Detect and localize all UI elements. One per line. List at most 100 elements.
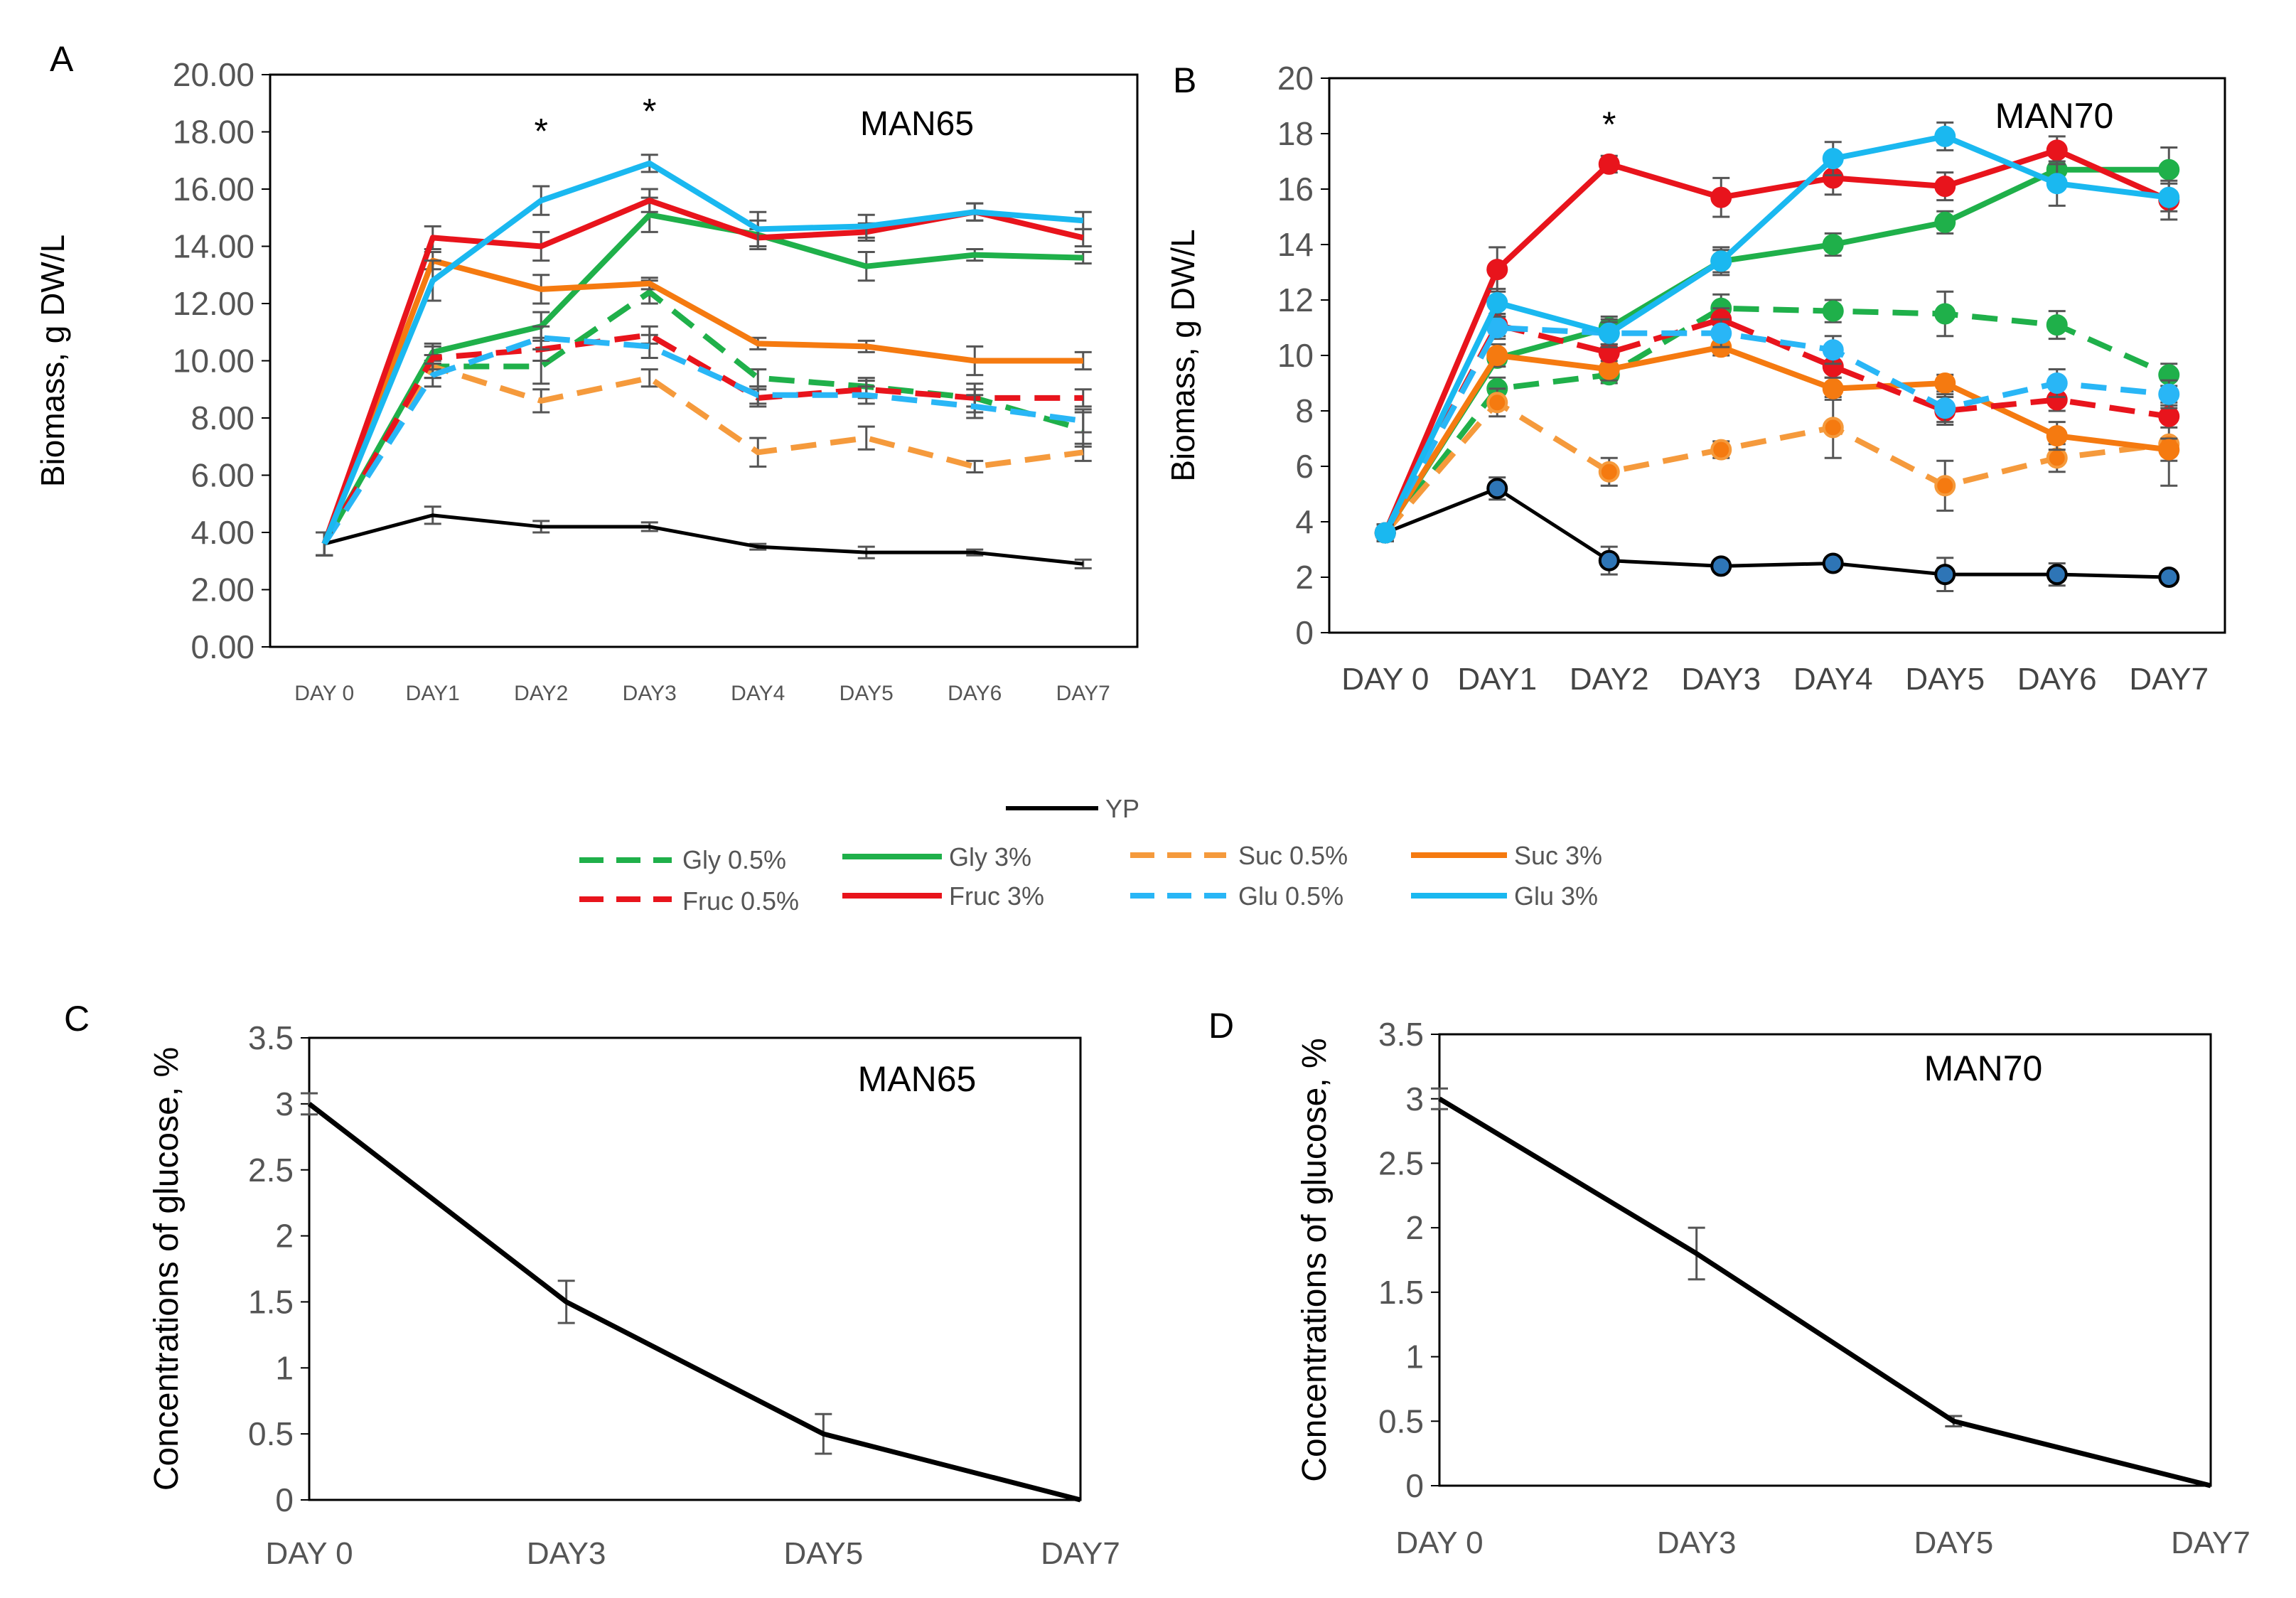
- series-line: [321, 257, 1083, 545]
- series-line: [323, 513, 1084, 566]
- x-tick-label: DAY3: [1657, 1525, 1737, 1560]
- x-tick-label: DAY1: [406, 682, 460, 705]
- series-glucose: [301, 1092, 1081, 1503]
- series-line: [321, 363, 1084, 546]
- y-tick-label: 8.00: [191, 400, 254, 436]
- x-tick-label: DAY 0: [1341, 662, 1429, 697]
- data-point: [1598, 461, 1620, 483]
- data-point: [1710, 439, 1732, 461]
- legend-label-glu-high: Glu 3%: [1514, 881, 1598, 911]
- chart-title: MAN65: [858, 1059, 977, 1099]
- y-tick-label: 1.5: [248, 1284, 294, 1321]
- y-tick-label: 0.5: [1378, 1403, 1424, 1439]
- y-tick-label: 2: [275, 1218, 294, 1255]
- legend-label-suc-high: Suc 3%: [1514, 841, 1602, 870]
- series-line: [321, 160, 1084, 545]
- x-tick-label: DAY 0: [294, 682, 354, 705]
- chart-title: MAN70: [1924, 1049, 2043, 1088]
- data-point: [2046, 173, 2068, 195]
- x-tick-label: DAY5: [1905, 662, 1985, 697]
- series-glu-3-: [316, 154, 1092, 557]
- data-point: [2046, 139, 2068, 161]
- panel-label-c: C: [64, 999, 90, 1039]
- data-point: [2158, 439, 2180, 461]
- x-tick-label: DAY5: [783, 1536, 863, 1571]
- y-axis-label: Concentrations of glucose, %: [148, 1047, 186, 1491]
- data-point: [1822, 339, 1844, 361]
- y-tick-label: 14.00: [173, 228, 254, 265]
- series-line: [1383, 344, 2169, 535]
- y-tick-label: 16: [1277, 171, 1314, 208]
- x-tick-label: DAY5: [839, 682, 894, 705]
- y-axis-label: Concentrations of glucose, %: [1296, 1038, 1334, 1481]
- series-line: [1383, 325, 2169, 535]
- data-point: [2046, 425, 2068, 447]
- panel-label-d: D: [1208, 1006, 1234, 1046]
- data-point: [2046, 564, 2068, 586]
- y-tick-label: 12: [1277, 281, 1314, 318]
- chart-a: 0.00 2.00 4.00 6.00 8.00 10.00 12.00 14.00 16.00…: [34, 56, 1139, 705]
- data-point: [1934, 372, 1956, 394]
- y-tick-label: 2.5: [1378, 1145, 1424, 1182]
- legend-label-suc-low: Suc 0.5%: [1238, 841, 1348, 870]
- y-tick-label: 0.00: [191, 628, 254, 665]
- legend-label-gly-high: Gly 3%: [949, 842, 1031, 872]
- legend-label-glu-low: Glu 0.5%: [1238, 881, 1343, 911]
- y-tick-label: 4: [1295, 503, 1314, 540]
- chart-c: 0 0.5 1 1.5 2 2.5 3 3.5 DAY 0 DAY3 DAY5 DAY7 Concent…: [148, 1019, 1120, 1571]
- data-point: [1486, 478, 1508, 500]
- data-point: [2046, 314, 2068, 336]
- chart-d: 0 0.5 1 1.5 2 2.5 3 3.5 DAY 0 DAY3 DAY5 DAY7 Concent…: [1296, 1016, 2251, 1560]
- x-tick-label: DAY6: [948, 682, 1002, 705]
- data-point: [1486, 392, 1508, 414]
- y-tick-label: 3.5: [1378, 1016, 1424, 1053]
- data-point: [1822, 300, 1844, 322]
- data-point: [1822, 552, 1844, 574]
- y-tick-label: 20.00: [173, 56, 254, 93]
- data-point: [1934, 564, 1956, 586]
- y-tick-label: 10.00: [173, 343, 254, 380]
- data-point: [2158, 567, 2180, 588]
- series-glu-3-: [1374, 121, 2180, 544]
- series-line: [1383, 133, 2169, 535]
- data-point: [2158, 159, 2180, 181]
- chart-title: MAN65: [860, 105, 974, 143]
- y-tick-label: 2.00: [191, 572, 254, 608]
- data-point: [1598, 549, 1620, 572]
- y-tick-label: 6: [1295, 448, 1314, 485]
- y-tick-label: 14: [1277, 226, 1314, 263]
- series-line: [321, 335, 1084, 546]
- data-point: [2158, 383, 2180, 405]
- data-point: [1934, 303, 1956, 325]
- y-tick-label: 1.5: [1378, 1274, 1424, 1311]
- x-tick-label: DAY2: [514, 682, 568, 705]
- y-tick-label: 0.5: [248, 1415, 294, 1452]
- data-point: [1822, 377, 1844, 400]
- y-tick-label: 3: [275, 1085, 294, 1122]
- y-tick-label: 6.00: [191, 457, 254, 494]
- data-point: [1822, 417, 1844, 439]
- x-tick-label: DAY 0: [265, 1536, 353, 1571]
- x-tick-label: DAY7: [2171, 1525, 2251, 1560]
- series-line: [321, 332, 1083, 546]
- y-tick-label: 12.00: [173, 285, 254, 322]
- x-tick-label: DAY4: [1793, 662, 1873, 697]
- x-tick-label: DAY2: [1570, 662, 1649, 697]
- y-tick-label: 18: [1277, 115, 1314, 152]
- y-tick-label: 4.00: [191, 514, 254, 551]
- y-tick-label: 2: [1295, 559, 1314, 596]
- data-point: [1934, 125, 1956, 147]
- data-point: [2046, 447, 2068, 469]
- series-line: [1438, 1096, 2211, 1489]
- y-tick-label: 0: [1295, 614, 1314, 651]
- y-tick-label: 1: [275, 1349, 294, 1386]
- data-point: [1486, 291, 1508, 313]
- series-line: [307, 1102, 1081, 1503]
- data-point: [1598, 153, 1620, 175]
- series-yp: [1374, 476, 2180, 592]
- data-point: [2158, 405, 2180, 427]
- y-axis-label: Biomass, g DW/L: [34, 235, 71, 487]
- y-tick-label: 8: [1295, 392, 1314, 429]
- x-tick-label: DAY6: [2017, 662, 2097, 697]
- data-point: [1710, 186, 1732, 208]
